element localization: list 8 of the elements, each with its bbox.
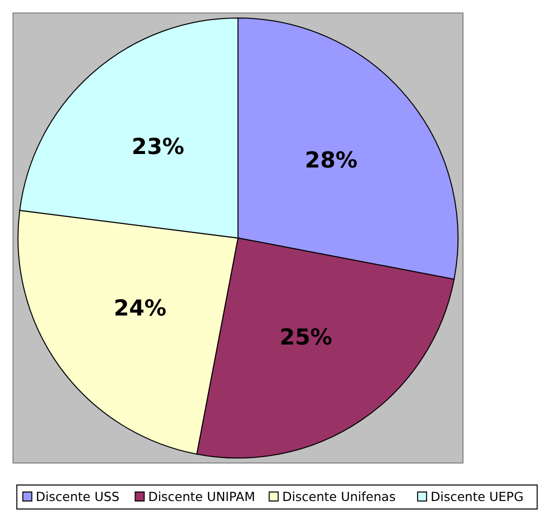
data-label: 25% <box>280 326 332 351</box>
legend-label: Discente UEPG <box>430 489 524 504</box>
legend-label: Discente USS <box>36 489 120 504</box>
legend-label: Discente Unifenas <box>282 489 396 504</box>
data-label: 23% <box>132 134 184 160</box>
legend-label: Discente UNIPAM <box>148 489 256 504</box>
data-label: 24% <box>114 296 166 322</box>
data-label: 28% <box>304 148 358 174</box>
